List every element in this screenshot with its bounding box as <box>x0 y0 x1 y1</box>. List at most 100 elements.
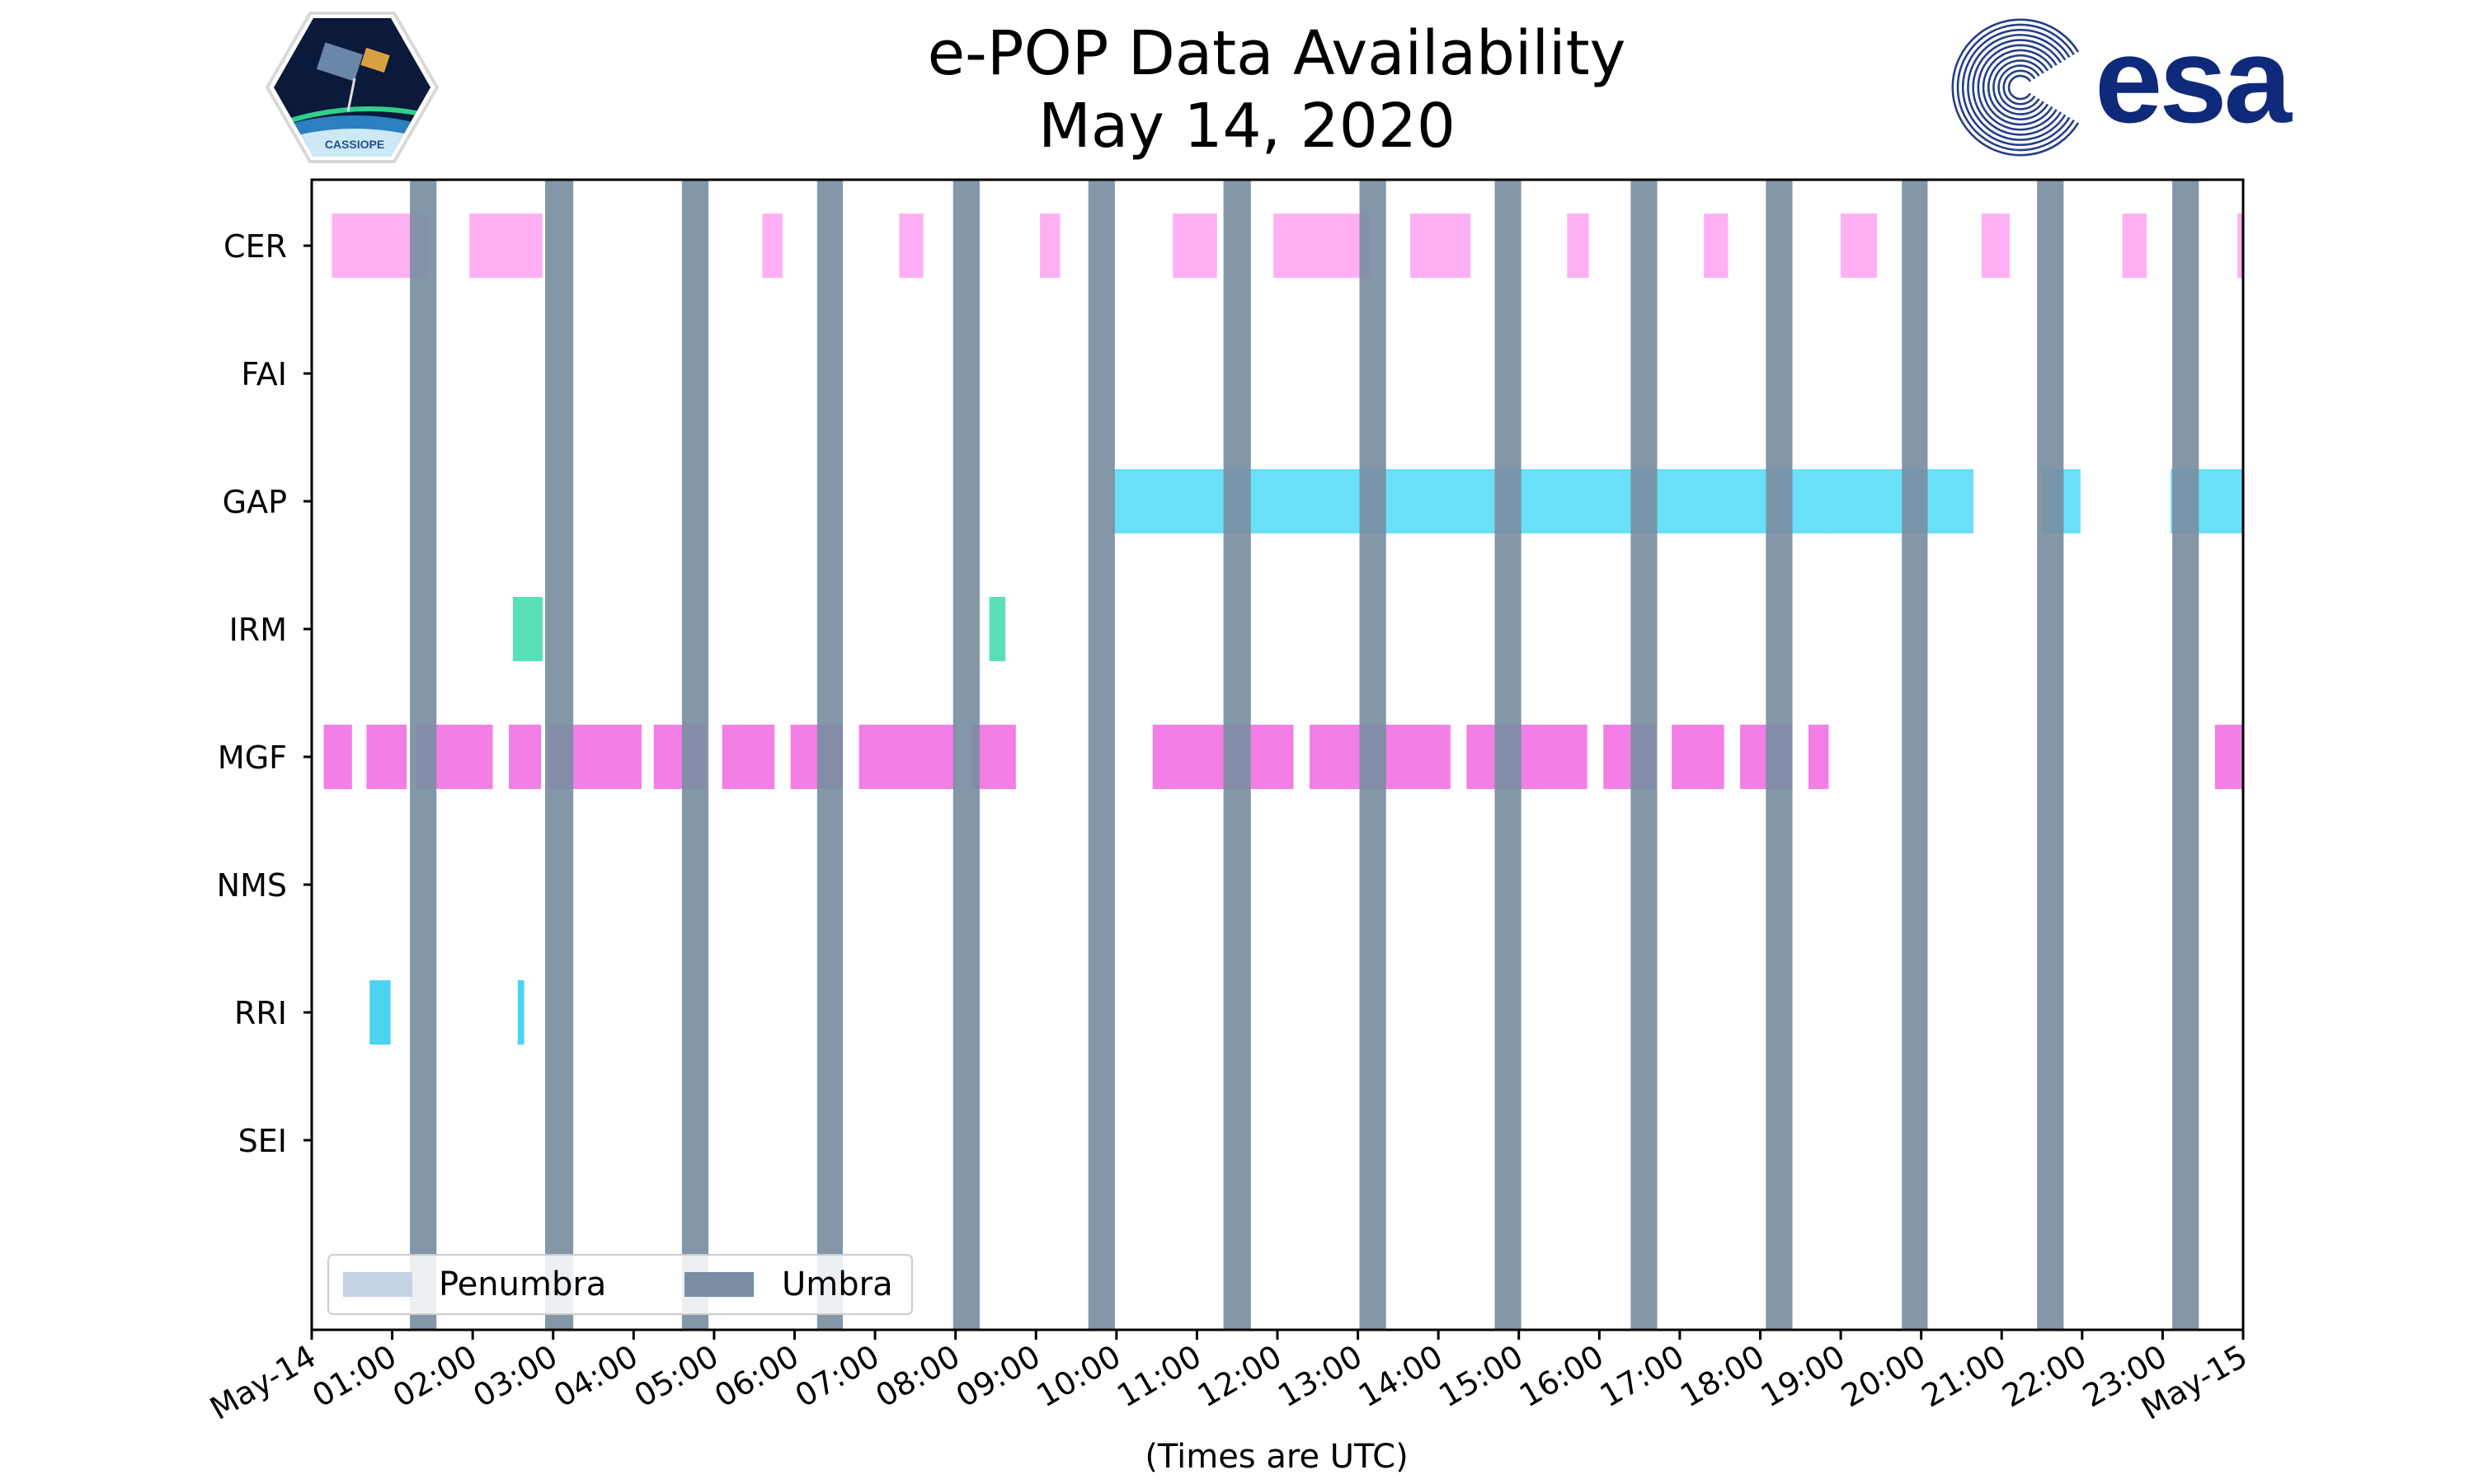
y-tick-label-rri: RRI <box>234 995 287 1031</box>
umbra-band-0 <box>410 180 437 1330</box>
bar-cer-1 <box>469 214 543 278</box>
umbra-band-11 <box>1902 180 1928 1330</box>
legend-umbra-swatch <box>684 1272 754 1297</box>
esa-swirl-ring-10 <box>1956 23 2075 152</box>
y-tick-label-gap: GAP <box>223 484 287 520</box>
bar-cer-9 <box>1704 214 1729 278</box>
x-tick-label-14: 14:00 <box>1352 1338 1449 1415</box>
x-tick-label-13: 13:00 <box>1272 1338 1368 1415</box>
umbra-band-9 <box>1630 180 1658 1330</box>
x-tick-label-0: May-14 <box>204 1338 322 1427</box>
x-axis-label: (Times are UTC) <box>1145 1438 1408 1476</box>
esa-swirl-ring-2 <box>1997 64 2040 110</box>
bar-cer-5 <box>1173 214 1217 278</box>
bar-mgf-3 <box>509 725 542 789</box>
bar-rri-1 <box>517 980 524 1045</box>
umbra-band-13 <box>2172 180 2199 1330</box>
bar-mgf-0 <box>323 725 352 789</box>
esa-swirl-ring-7 <box>1972 39 2062 136</box>
esa-swirl-ring-0 <box>2007 74 2032 101</box>
umbra-band-5 <box>1088 180 1115 1330</box>
x-tick-label-11: 11:00 <box>1111 1338 1207 1415</box>
umbra-band-7 <box>1359 180 1386 1330</box>
legend-penumbra-swatch <box>343 1272 412 1297</box>
legend-box <box>327 1254 913 1315</box>
legend-penumbra-label: Penumbra <box>439 1266 606 1303</box>
x-tick-label-22: 22:00 <box>1996 1338 2092 1415</box>
x-tick-label-7: 07:00 <box>789 1338 886 1415</box>
bar-mgf-1 <box>366 725 407 789</box>
umbra-band-4 <box>952 180 980 1330</box>
chart-title-line-2: May 14, 2020 <box>1038 91 1456 162</box>
y-tick-label-sei: SEI <box>238 1123 287 1159</box>
esa-swirl-ring-9 <box>1961 28 2071 147</box>
umbra-band-1 <box>544 180 574 1330</box>
esa-wordmark: esa <box>2095 12 2293 148</box>
x-tick-label-1: 01:00 <box>306 1338 402 1415</box>
esa-logo: esa <box>1951 12 2297 157</box>
bar-cer-7 <box>1410 214 1471 278</box>
x-tick-label-3: 03:00 <box>467 1338 563 1415</box>
bar-irm-0 <box>512 597 543 661</box>
x-tick-label-19: 19:00 <box>1755 1338 1851 1415</box>
x-tick-label-9: 09:00 <box>950 1338 1047 1415</box>
x-tick-label-21: 21:00 <box>1916 1338 2012 1415</box>
x-tick-label-15: 15:00 <box>1432 1338 1529 1415</box>
x-tick-label-2: 02:00 <box>387 1338 483 1415</box>
x-tick-label-5: 05:00 <box>628 1338 725 1415</box>
x-tick-label-6: 06:00 <box>708 1338 805 1415</box>
bar-cer-6 <box>1273 214 1371 278</box>
x-tick-label-10: 10:00 <box>1030 1338 1126 1415</box>
x-tick-label-12: 12:00 <box>1192 1338 1288 1415</box>
chart-title-line-1: e-POP Data Availability <box>928 18 1626 89</box>
bar-mgf-10 <box>1152 725 1294 789</box>
esa-swirl-ring-5 <box>1982 49 2053 126</box>
y-tick-label-cer: CER <box>223 228 287 265</box>
bar-cer-10 <box>1841 214 1877 278</box>
legend-umbra-label: Umbra <box>782 1266 893 1303</box>
esa-swirl-ring-8 <box>1967 34 2067 141</box>
x-tick-label-20: 20:00 <box>1835 1338 1931 1415</box>
y-tick-label-mgf: MGF <box>218 740 287 776</box>
bar-gap-0 <box>1112 469 1829 533</box>
umbra-band-3 <box>816 180 844 1330</box>
bar-mgf-8 <box>858 725 956 789</box>
umbra-band-8 <box>1494 180 1522 1330</box>
esa-swirl-ring-3 <box>1992 59 2044 115</box>
bar-cer-11 <box>1981 214 2011 278</box>
umbra-band-12 <box>2037 180 2064 1330</box>
cassiope-patch-text: CASSIOPE <box>325 138 384 151</box>
esa-swirl-ring-1 <box>2002 69 2036 106</box>
bar-cer-4 <box>1040 214 1061 278</box>
bar-irm-1 <box>989 597 1006 661</box>
x-tick-label-4: 04:00 <box>548 1338 644 1415</box>
esa-swirl-icon <box>1951 18 2080 157</box>
x-tick-label-8: 08:00 <box>869 1338 966 1415</box>
umbra-band-2 <box>681 180 709 1330</box>
umbra-band-10 <box>1766 180 1793 1330</box>
y-tick-label-fai: FAI <box>241 356 287 392</box>
bar-cer-12 <box>2122 214 2147 278</box>
bar-cer-8 <box>1567 214 1589 278</box>
bar-gap-1 <box>1828 469 1974 533</box>
legend: Penumbra Umbra <box>327 1254 913 1315</box>
bar-cer-13 <box>2237 214 2243 278</box>
umbra-band-6 <box>1223 180 1251 1330</box>
bar-cer-2 <box>762 214 783 278</box>
y-tick-label-nms: NMS <box>217 867 287 904</box>
bar-cer-3 <box>899 214 924 278</box>
bar-mgf-6 <box>722 725 775 789</box>
bar-mgf-17 <box>2214 725 2243 789</box>
x-tick-label-17: 17:00 <box>1594 1338 1691 1415</box>
bar-rri-0 <box>369 980 391 1045</box>
esa-swirl-ring-4 <box>1987 54 2049 121</box>
y-tick-label-irm: IRM <box>229 612 287 648</box>
x-tick-label-18: 18:00 <box>1674 1338 1771 1415</box>
bar-mgf-12 <box>1466 725 1587 789</box>
bar-mgf-14 <box>1672 725 1724 789</box>
x-tick-label-16: 16:00 <box>1513 1338 1610 1415</box>
plot-area <box>323 180 2243 1330</box>
esa-swirl-ring-6 <box>1977 44 2058 131</box>
esa-swirl-ring-11 <box>1951 18 2080 157</box>
